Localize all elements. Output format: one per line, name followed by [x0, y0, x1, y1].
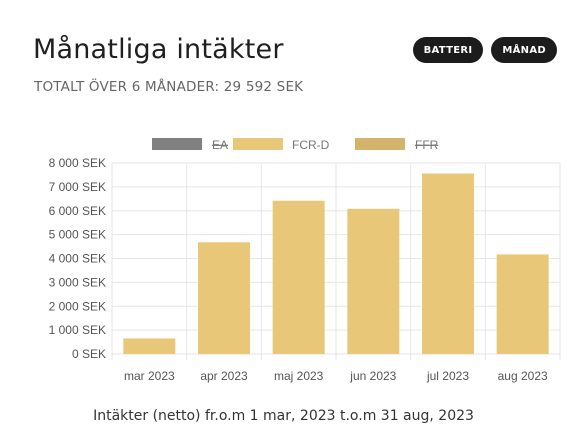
y-tick-label: 8 000 SEK	[49, 156, 106, 170]
monthly-revenue-chart: 0 SEK 1 000 SEK 2 000 SEK 3 000 SEK 4 000 SE…	[49, 138, 561, 383]
y-tick-label: 0 SEK	[72, 347, 106, 361]
total-summary: TOTALT ÖVER 6 MÅNADER: 29 592 SEK	[34, 79, 304, 95]
bar-aug-2023	[496, 254, 549, 354]
bar-jul-2023	[422, 173, 474, 354]
page-title: Månatliga intäkter	[33, 34, 284, 65]
legend-swatch	[355, 138, 405, 150]
period-note: Intäkter (netto) fr.o.m 1 mar, 2023 t.o.…	[93, 408, 474, 424]
legend-swatch	[233, 138, 283, 150]
legend-label: FCR-D	[292, 138, 330, 152]
chart-axes: 0 SEK 1 000 SEK 2 000 SEK 3 000 SEK 4 000 SE…	[49, 156, 548, 383]
x-tick-label: jul 2023	[426, 369, 469, 383]
bar-apr-2023	[198, 242, 250, 354]
y-tick-label: 7 000 SEK	[49, 180, 106, 194]
y-tick-label: 5 000 SEK	[49, 228, 106, 242]
chart-grid	[111, 162, 561, 360]
y-tick-label: 4 000 SEK	[49, 252, 106, 266]
legend-label: EA	[212, 138, 228, 152]
bar-mar-2023	[123, 338, 176, 354]
legend-swatch	[152, 138, 202, 150]
y-tick-label: 6 000 SEK	[49, 204, 106, 218]
bar-maj-2023	[272, 200, 325, 354]
legend-label: FFR	[415, 138, 439, 152]
y-tick-label: 2 000 SEK	[49, 299, 106, 313]
x-tick-label: aug 2023	[498, 369, 548, 383]
x-tick-label: maj 2023	[274, 369, 324, 383]
chart-legend[interactable]: EA FCR-D FFR	[152, 138, 439, 152]
bar-jun-2023	[347, 208, 400, 354]
view-toggle-group: BATTERI MÅNAD	[412, 37, 557, 63]
y-tick-label: 3 000 SEK	[49, 275, 106, 289]
month-toggle-button[interactable]: MÅNAD	[491, 37, 557, 63]
x-tick-label: jun 2023	[349, 369, 396, 383]
battery-toggle-button[interactable]: BATTERI	[412, 37, 484, 63]
x-tick-label: mar 2023	[124, 369, 175, 383]
chart-bars	[123, 173, 549, 354]
x-tick-label: apr 2023	[200, 369, 248, 383]
y-tick-label: 1 000 SEK	[49, 323, 106, 337]
